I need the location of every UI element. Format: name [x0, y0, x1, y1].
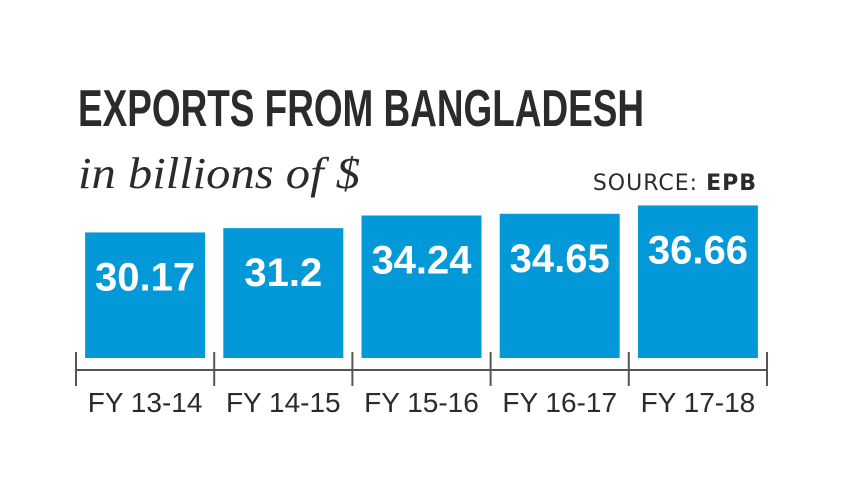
bar [223, 228, 344, 358]
value-label: 30.17 [95, 255, 195, 299]
value-label: 31.2 [244, 251, 322, 295]
x-tick-label: FY 15-16 [364, 387, 479, 418]
bar [499, 213, 620, 358]
chart-title: EXPORTS FROM BANGLADESH [78, 80, 644, 138]
x-tick-label: FY 16-17 [502, 387, 617, 418]
source-label: SOURCE: [593, 171, 698, 196]
value-label: 34.65 [510, 237, 610, 281]
source: SOURCE: EPB [593, 171, 757, 196]
value-label: 34.24 [371, 238, 472, 282]
bar [637, 205, 758, 358]
value-label: 36.66 [648, 228, 748, 272]
x-tick-label: FY 14-15 [226, 387, 341, 418]
x-tick-label: FY 13-14 [88, 387, 203, 418]
source-name: EPB [706, 171, 757, 196]
x-tick-label: FY 17-18 [641, 387, 756, 418]
chart-subtitle: in billions of $ [78, 149, 360, 198]
bar [85, 232, 206, 358]
bar [361, 215, 482, 358]
